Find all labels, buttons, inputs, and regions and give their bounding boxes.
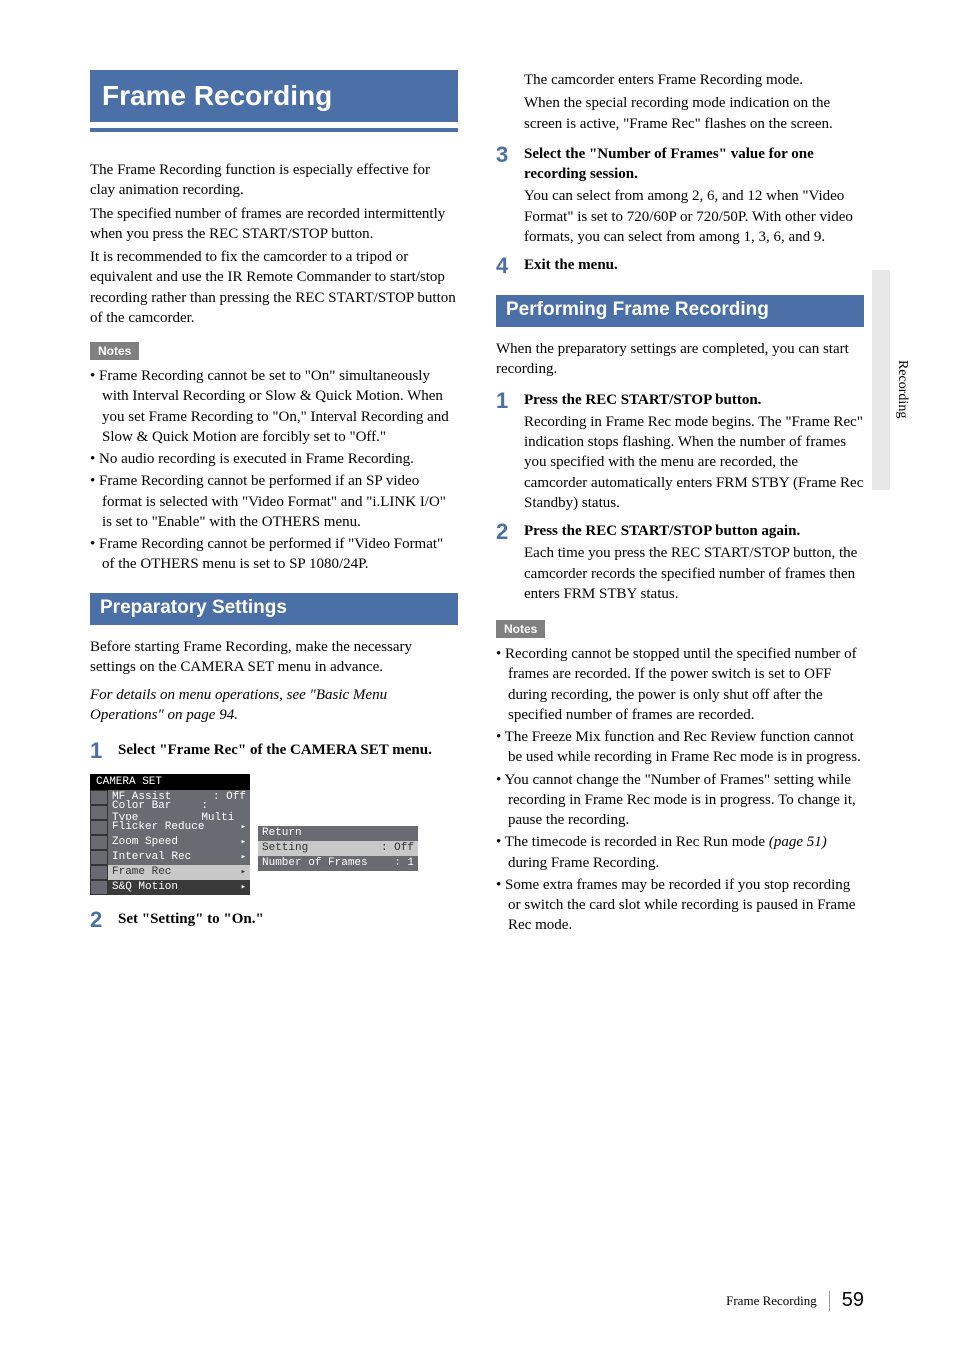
footer-divider — [829, 1291, 830, 1311]
note-item: Some extra frames may be recorded if you… — [496, 875, 864, 936]
menu-label: Return — [262, 827, 302, 839]
page-reference[interactable]: (page 51) — [769, 834, 827, 850]
menu-sub-row-selected: Setting : Off — [258, 841, 418, 856]
step-number: 2 — [90, 909, 106, 931]
perform-step-1: 1 Press the REC START/STOP button. Recor… — [496, 390, 864, 514]
chapter-tab — [872, 270, 890, 490]
page-title: Frame Recording — [102, 80, 446, 112]
menu-label: Flicker Reduce — [112, 821, 204, 833]
step-text: Each time you press the REC START/STOP b… — [524, 543, 864, 604]
prep-step-3: 3 Select the "Number of Frames" value fo… — [496, 144, 864, 247]
chapter-tab-label: Recording — [894, 360, 910, 418]
note-item: Frame Recording cannot be set to "On" si… — [90, 366, 458, 447]
menu-label: Frame Rec — [112, 866, 171, 878]
note-item: The Freeze Mix function and Rec Review f… — [496, 727, 864, 768]
intro-para-3: It is recommended to fix the camcorder t… — [90, 247, 458, 328]
menu-icon — [90, 805, 108, 820]
step-title: Exit the menu. — [524, 255, 864, 275]
page-title-block: Frame Recording — [90, 70, 458, 132]
note-item: Frame Recording cannot be performed if a… — [90, 471, 458, 532]
note-item: Frame Recording cannot be performed if "… — [90, 534, 458, 575]
menu-sub-row: Return — [258, 826, 418, 841]
preparatory-settings-header: Preparatory Settings — [90, 593, 458, 625]
step-title: Press the REC START/STOP button. — [524, 390, 864, 410]
footer-section-title: Frame Recording — [726, 1293, 817, 1309]
note-item: The timecode is recorded in Rec Run mode… — [496, 832, 864, 873]
perform-intro: When the preparatory settings are comple… — [496, 339, 864, 380]
menu-icon — [90, 850, 108, 865]
note-item: Recording cannot be stopped until the sp… — [496, 644, 864, 725]
menu-label: Zoom Speed — [112, 836, 178, 848]
step-title: Set "Setting" to "On." — [118, 909, 458, 929]
title-bar-bottom — [90, 128, 458, 132]
page-columns: Frame Recording The Frame Recording func… — [90, 70, 864, 939]
intro-para-2: The specified number of frames are recor… — [90, 204, 458, 245]
menu-row: Interval Rec ▸ — [90, 850, 250, 865]
menu-sub-panel: Return Setting : Off Number of Frames : 1 — [258, 826, 418, 895]
step-title: Press the REC START/STOP button again. — [524, 521, 864, 541]
right-column: The camcorder enters Frame Recording mod… — [496, 70, 864, 939]
prep-step-2: 2 Set "Setting" to "On." — [90, 909, 458, 931]
menu-icon — [90, 820, 108, 835]
menu-icon — [90, 880, 108, 895]
note-item: No audio recording is executed in Frame … — [90, 449, 458, 469]
notes-list-right: Recording cannot be stopped until the sp… — [496, 644, 864, 936]
menu-main-panel: CAMERA SET MF Assist: Off Color Bar Type… — [90, 774, 250, 895]
note-text: during Frame Recording. — [508, 855, 659, 871]
title-bar-mid: Frame Recording — [90, 74, 458, 122]
performing-frame-recording-header: Performing Frame Recording — [496, 295, 864, 327]
step-title: Select the "Number of Frames" value for … — [524, 144, 864, 185]
notes-list-left: Frame Recording cannot be set to "On" si… — [90, 366, 458, 575]
footer-page-number: 59 — [842, 1289, 864, 1312]
step-number: 3 — [496, 144, 512, 247]
note-item: You cannot change the "Number of Frames"… — [496, 770, 864, 831]
step-number: 1 — [496, 390, 512, 514]
step-number: 4 — [496, 255, 512, 277]
step-number: 1 — [90, 740, 106, 762]
menu-row-selected: Frame Rec ▸ — [90, 865, 250, 880]
menu-label: Number of Frames — [262, 857, 368, 869]
menu-label: Interval Rec — [112, 851, 191, 863]
perform-step-2: 2 Press the REC START/STOP button again.… — [496, 521, 864, 604]
prep-intro: Before starting Frame Recording, make th… — [90, 637, 458, 678]
menu-value: ▸ — [241, 867, 246, 877]
prep-italic-ref: For details on menu operations, see "Bas… — [90, 685, 458, 726]
step2-cont-2: When the special recording mode indicati… — [524, 93, 864, 134]
menu-value: ▸ — [241, 822, 246, 832]
menu-row: Zoom Speed ▸ — [90, 835, 250, 850]
menu-label: S&Q Motion — [112, 881, 178, 893]
prep-step-4: 4 Exit the menu. — [496, 255, 864, 277]
menu-icon — [90, 835, 108, 850]
menu-row: Flicker Reduce ▸ — [90, 820, 250, 835]
step-title: Select "Frame Rec" of the CAMERA SET men… — [118, 740, 458, 760]
menu-row: S&Q Motion ▸ — [90, 880, 250, 895]
menu-icon — [90, 865, 108, 880]
menu-icon — [90, 790, 108, 805]
left-column: Frame Recording The Frame Recording func… — [90, 70, 458, 939]
camera-set-menu: CAMERA SET MF Assist: Off Color Bar Type… — [90, 774, 458, 895]
menu-value: ▸ — [241, 837, 246, 847]
notes-label-right: Notes — [496, 620, 545, 638]
step-text: Recording in Frame Rec mode begins. The … — [524, 412, 864, 513]
intro-para-1: The Frame Recording function is especial… — [90, 160, 458, 201]
menu-value: : Off — [381, 842, 414, 854]
step-text: You can select from among 2, 6, and 12 w… — [524, 186, 864, 247]
menu-label: Setting — [262, 842, 308, 854]
notes-label-left: Notes — [90, 342, 139, 360]
menu-header: CAMERA SET — [90, 774, 250, 790]
menu-sub-row: Number of Frames : 1 — [258, 856, 418, 871]
step2-cont-1: The camcorder enters Frame Recording mod… — [524, 70, 864, 90]
step-number: 2 — [496, 521, 512, 604]
menu-row: Color Bar Type: Multi — [90, 805, 250, 820]
menu-value: ▸ — [241, 882, 246, 892]
menu-value: ▸ — [241, 852, 246, 862]
note-text: The timecode is recorded in Rec Run mode — [505, 834, 769, 850]
page-footer: Frame Recording 59 — [726, 1289, 864, 1312]
prep-step-1: 1 Select "Frame Rec" of the CAMERA SET m… — [90, 740, 458, 762]
menu-value: : 1 — [394, 857, 414, 869]
